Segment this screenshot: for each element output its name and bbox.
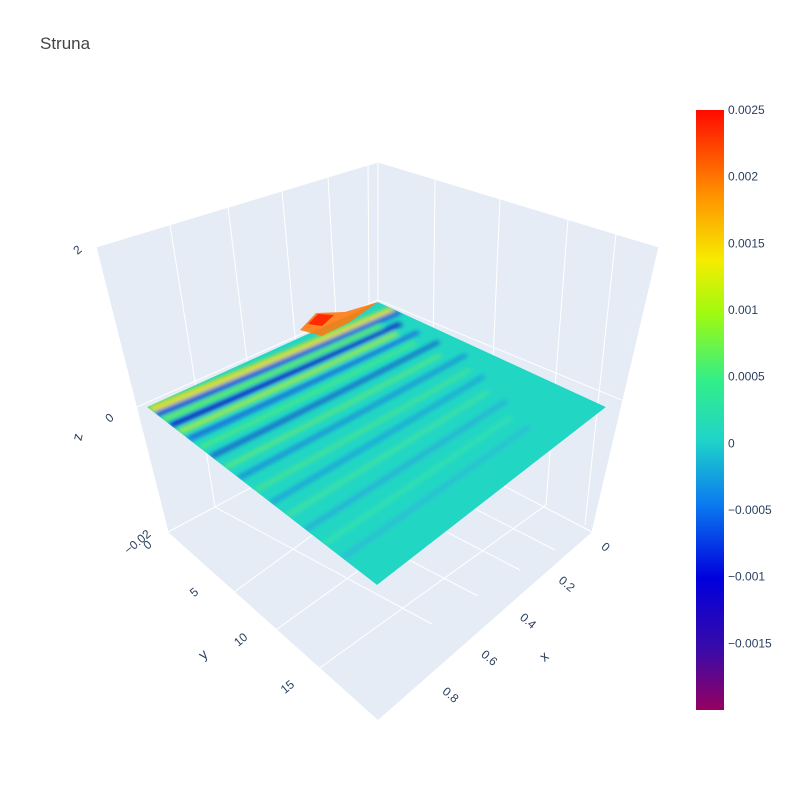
x-tick-label: 0.4 <box>517 610 539 632</box>
surface-band <box>222 353 443 470</box>
colorbar-tick-label: −0.001 <box>728 570 765 584</box>
left-back-wall <box>96 162 378 407</box>
y-axis-title: y <box>195 646 211 663</box>
surface-band <box>153 310 402 417</box>
surface-band <box>340 425 532 560</box>
x-axis-title: x <box>536 648 552 665</box>
surface-band <box>236 353 469 480</box>
colorbar-tick-label: −0.0005 <box>728 503 772 517</box>
colorbar-tick-label: 0.0015 <box>728 236 765 250</box>
chart-title: Struna <box>40 34 91 53</box>
x-tick-label: 0.8 <box>440 684 462 706</box>
surface-band <box>197 341 418 450</box>
surface-band <box>285 390 491 518</box>
colorbar-tick-label: 0 <box>728 436 735 450</box>
z-tick-label: 0 <box>102 410 116 425</box>
z-tick-label: 2 <box>70 242 84 257</box>
surface-band <box>268 375 487 505</box>
y-tick-label: 5 <box>187 585 201 600</box>
x-tick-label: 0.6 <box>478 647 500 669</box>
colorbar: 0.0025 0.002 0.0015 0.001 0.0005 0 −0.0005 −0.0… <box>696 103 772 710</box>
colorbar-gradient <box>696 110 724 710</box>
surface-band <box>252 368 473 493</box>
surface-band <box>186 330 421 441</box>
surface-band <box>321 415 514 546</box>
colorbar-tick-label: −0.0015 <box>728 636 772 650</box>
surface-peak <box>300 302 378 336</box>
colorbar-tick-label: 0.0025 <box>728 103 765 117</box>
y-tick-label: 15 <box>278 677 297 697</box>
z-axis-title: z <box>69 432 86 442</box>
surface-band <box>303 399 509 532</box>
right-back-wall <box>378 162 659 407</box>
right-back-wall-lower <box>378 247 659 532</box>
x-tick-label: 0.2 <box>556 573 578 595</box>
surface-band <box>160 324 384 422</box>
surface-band <box>176 332 400 434</box>
surface-band <box>209 340 441 459</box>
surface-band <box>167 322 404 428</box>
colorbar-tick-label: 0.001 <box>728 303 758 317</box>
colorbar-tick-label: 0.002 <box>728 170 758 184</box>
surface[interactable] <box>147 302 606 585</box>
surface-band <box>147 307 397 413</box>
colorbar-tick-label: 0.0005 <box>728 370 765 384</box>
y-tick-label: 10 <box>231 630 250 650</box>
x-tick-label: 0 <box>599 539 613 554</box>
surface-peak-top <box>308 314 334 326</box>
